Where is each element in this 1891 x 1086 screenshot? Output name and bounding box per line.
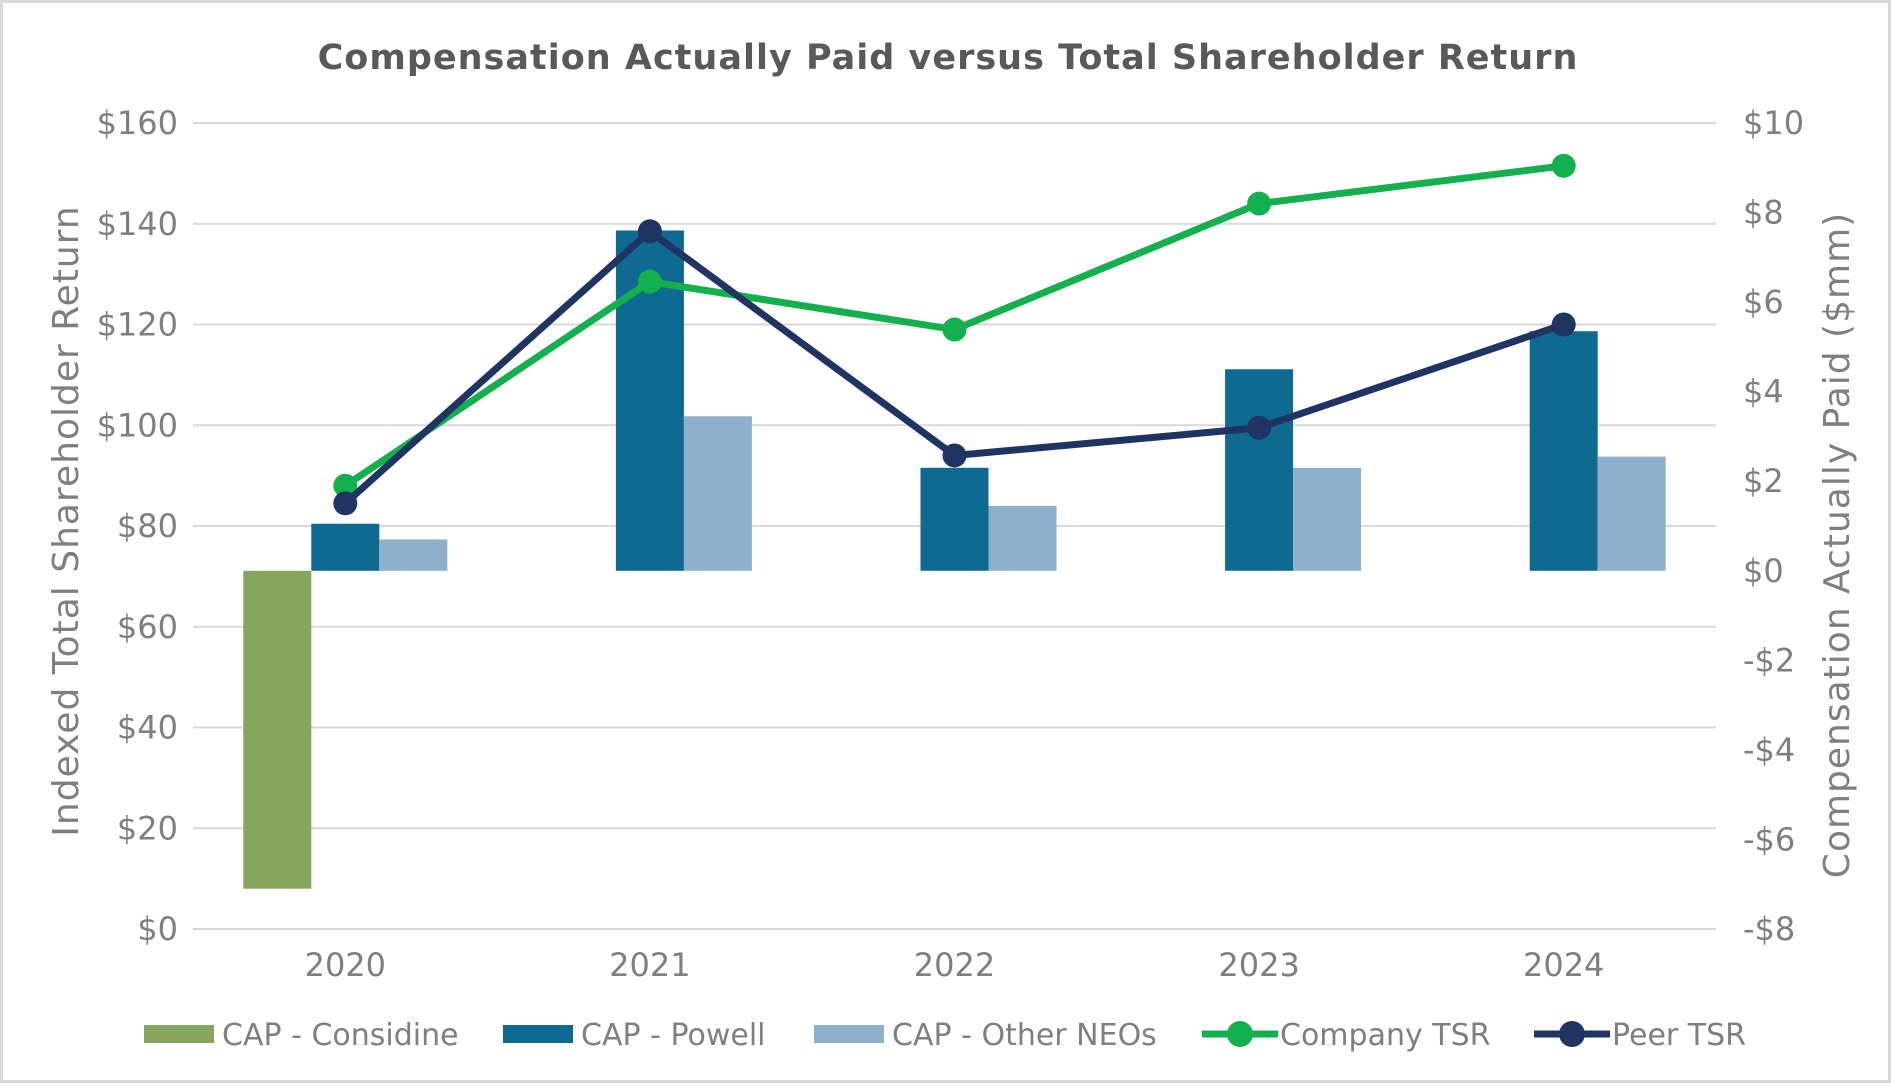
right-tick-label: $4	[1743, 373, 1784, 411]
right-axis-title: Compensation Actually Paid ($mm)	[1817, 212, 1858, 878]
legend-swatch	[144, 1025, 214, 1043]
right-axis-ticks: -$8 -$6 -$4 -$2 $0 $2 $4 $6 $8 $10	[1743, 104, 1804, 948]
x-axis-ticks: 2020 2021 2022 2023 2024	[305, 946, 1605, 984]
point-peer-tsr-2022	[942, 443, 967, 468]
point-peer-tsr-2021	[637, 219, 662, 244]
bar-cap-powell-2020	[311, 523, 380, 571]
point-company-tsr-2022	[942, 317, 967, 342]
left-tick-label: $20	[117, 809, 178, 847]
legend-label: Company TSR	[1280, 1018, 1490, 1053]
point-company-tsr-2024	[1551, 153, 1576, 178]
left-axis-ticks: $0 $20 $40 $60 $80 $100 $120 $140 $160	[97, 104, 178, 948]
legend-marker	[1559, 1021, 1585, 1047]
right-tick-label: -$8	[1743, 910, 1795, 948]
x-tick-label: 2020	[305, 946, 386, 984]
right-tick-label: -$2	[1743, 641, 1795, 679]
right-tick-label: -$4	[1743, 731, 1795, 769]
right-tick-label: $10	[1743, 104, 1804, 142]
legend-label: CAP - Powell	[581, 1018, 766, 1053]
chart-svg: Compensation Actually Paid versus Total …	[46, 38, 1858, 1053]
point-company-tsr-2020	[333, 473, 358, 498]
right-tick-label: $6	[1743, 283, 1784, 321]
point-peer-tsr-2020	[333, 491, 358, 516]
right-tick-label: $0	[1743, 552, 1784, 590]
x-tick-label: 2024	[1523, 946, 1604, 984]
point-peer-tsr-2024	[1551, 312, 1576, 337]
point-peer-tsr-2023	[1247, 415, 1272, 440]
left-tick-label: $160	[97, 104, 178, 142]
bars	[243, 230, 1666, 889]
right-tick-label: $2	[1743, 462, 1784, 500]
point-company-tsr-2023	[1247, 191, 1272, 216]
bar-cap-considine-2020	[243, 570, 312, 889]
left-tick-label: $40	[117, 709, 178, 747]
x-tick-label: 2023	[1218, 946, 1299, 984]
bar-cap-powell-2022	[920, 467, 989, 571]
left-axis-title: Indexed Total Shareholder Return	[46, 205, 87, 836]
bar-cap-powell-2024	[1529, 331, 1598, 571]
x-tick-label: 2021	[609, 946, 690, 984]
left-tick-label: $80	[117, 507, 178, 545]
bar-cap-other-neos-2020	[379, 539, 448, 571]
bar-cap-other-neos-2021	[683, 416, 752, 571]
legend-label: CAP - Considine	[222, 1018, 459, 1053]
right-tick-label: -$6	[1743, 820, 1795, 858]
legend-label: CAP - Other NEOs	[892, 1018, 1157, 1053]
legend-swatch	[814, 1025, 884, 1043]
right-tick-label: $8	[1743, 194, 1784, 232]
x-tick-label: 2022	[914, 946, 995, 984]
left-tick-label: $100	[97, 406, 178, 444]
left-tick-label: $120	[97, 306, 178, 344]
chart-title: Compensation Actually Paid versus Total …	[318, 38, 1579, 78]
bar-cap-powell-2023	[1225, 369, 1294, 571]
lines	[333, 153, 1576, 516]
left-tick-label: $140	[97, 205, 178, 243]
legend-swatch	[503, 1025, 573, 1043]
point-company-tsr-2021	[637, 269, 662, 294]
legend-marker	[1227, 1021, 1253, 1047]
bar-cap-other-neos-2022	[988, 505, 1057, 571]
left-tick-label: $60	[117, 608, 178, 646]
legend-label: Peer TSR	[1612, 1018, 1746, 1053]
legend: CAP - Considine CAP - Powell CAP - Other N…	[144, 1018, 1746, 1053]
bar-cap-other-neos-2024	[1597, 456, 1666, 571]
left-tick-label: $0	[137, 910, 178, 948]
bar-cap-other-neos-2023	[1293, 467, 1362, 571]
